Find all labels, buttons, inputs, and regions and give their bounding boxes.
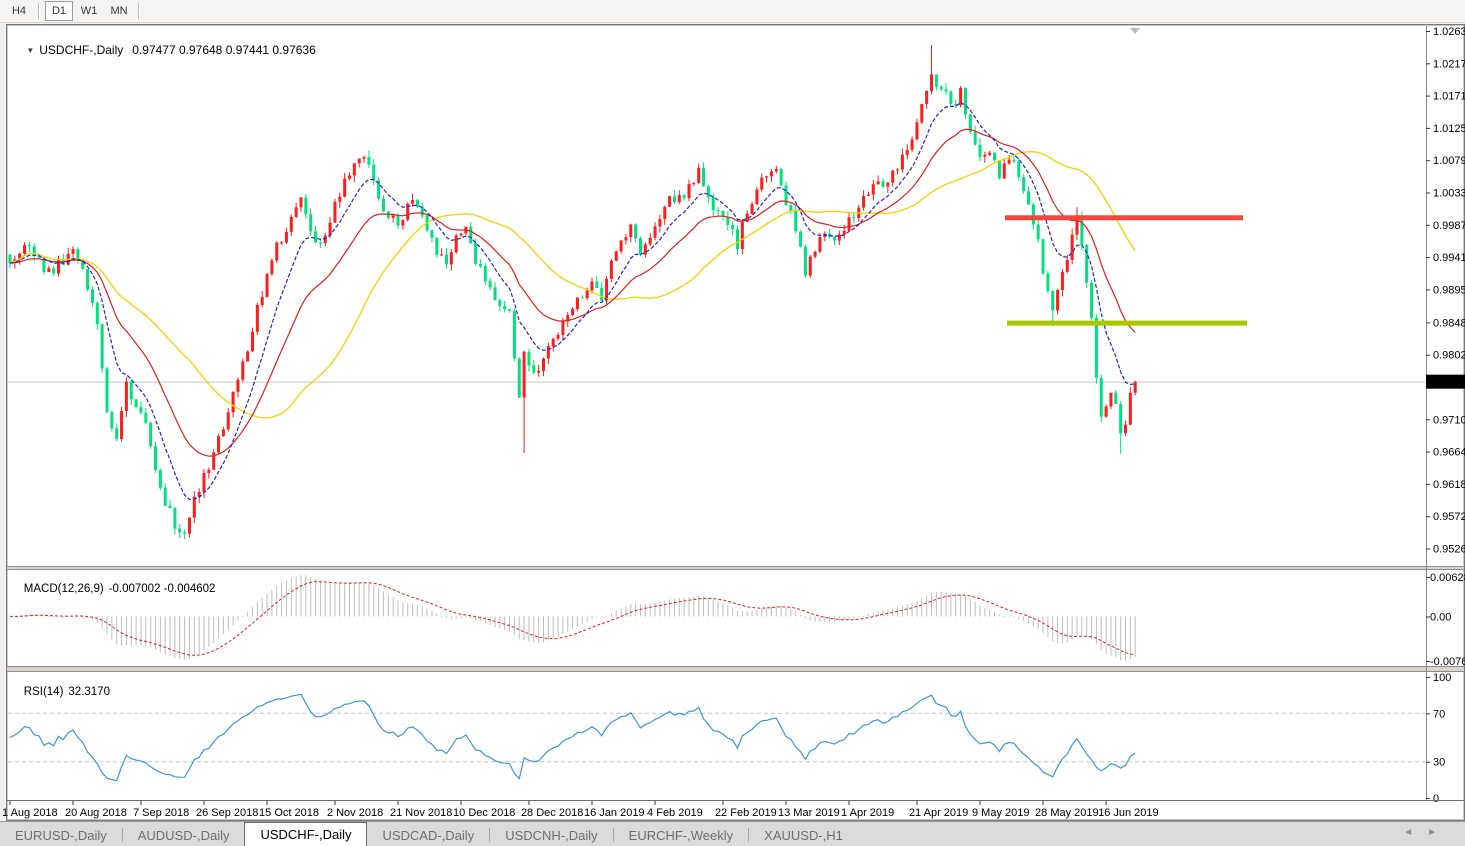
macd-values: -0.007002 -0.004602 — [108, 583, 216, 595]
chart-tab-audusd-daily[interactable]: AUDUSD-,Daily — [137, 828, 230, 843]
macd-histogram — [9, 575, 1136, 661]
date-axis-label: 1 Apr 2019 — [841, 807, 894, 819]
resistance-line[interactable] — [1005, 215, 1243, 221]
rsi-axis-label: 100 — [1433, 672, 1451, 684]
rsi-axis-label: 70 — [1433, 708, 1445, 720]
date-axis-label: 13 Mar 2019 — [778, 807, 840, 819]
date-axis-label: 10 Dec 2018 — [453, 807, 515, 819]
date-axis-label: 20 Aug 2018 — [65, 807, 127, 819]
macd-panel — [9, 575, 1136, 661]
price-axis-label: 1.02630 — [1433, 26, 1465, 38]
chart-title: ▼ USDCHF-,Daily 0.97477 0.97648 0.97441 0.… — [13, 29, 316, 71]
chart-tab-usdcnh-daily[interactable]: USDCNH-,Daily — [505, 828, 598, 843]
symbol-dropdown-icon[interactable]: ▼ — [26, 46, 35, 55]
macd-name: MACD(12,26,9) — [23, 583, 104, 595]
date-axis-label: 2 Nov 2018 — [327, 807, 383, 819]
tab-separator — [489, 828, 491, 842]
date-axis-label: 28 May 2019 — [1035, 807, 1099, 819]
date-axis[interactable]: 1 Aug 2018 20 Aug 2018 7 Sep 2018 26 Sep 20… — [2, 800, 1464, 820]
date-axis-label: 4 Feb 2019 — [647, 807, 703, 819]
tab-scroll-left-icon[interactable]: ◄ — [1403, 827, 1428, 838]
rsi-axis-label: 0 — [1433, 793, 1439, 805]
macd-axis-label: -0.007635 — [1430, 656, 1465, 668]
date-axis-label: 1 Aug 2018 — [2, 807, 58, 819]
price-panel — [8, 28, 1425, 540]
date-axis-label: 9 May 2019 — [972, 807, 1029, 819]
chart-tab-eurchf-weekly[interactable]: EURCHF-,Weekly — [628, 828, 734, 843]
panel-separator[interactable] — [7, 566, 1464, 570]
date-axis-label: 21 Nov 2018 — [390, 807, 452, 819]
chart-tab-eurusd-daily[interactable]: EURUSD-,Daily — [15, 828, 107, 843]
chart-tab-usdcad-daily[interactable]: USDCAD-,Daily — [382, 828, 475, 843]
chart-window-frame — [6, 24, 1465, 821]
current-price-badge — [1426, 374, 1465, 389]
macd-signal-line — [10, 581, 1136, 656]
macd-axis-label: 0.00 — [1430, 611, 1451, 623]
date-axis-label: 16 Jun 2019 — [1098, 807, 1159, 819]
tab-separator — [612, 828, 614, 842]
macd-label: MACD(12,26,9) -0.007002 -0.004602 — [11, 571, 216, 607]
tab-separator — [748, 828, 750, 842]
rsi-line — [9, 693, 1136, 782]
timeframe-button-h4[interactable]: H4 — [11, 5, 27, 17]
rsi-axis-label: 30 — [1433, 757, 1445, 769]
date-axis-label: 21 Apr 2019 — [909, 807, 968, 819]
price-axis[interactable]: 1.02630 1.02170 1.01710 1.01250 1.00790 1.003… — [1426, 26, 1465, 805]
price-axis-label: 1.02170 — [1433, 58, 1465, 70]
rsi-name: RSI(14) — [23, 686, 64, 698]
rsi-value: 32.3170 — [68, 686, 110, 698]
support-line[interactable] — [1007, 320, 1247, 326]
macd-axis-label: 0.006286 — [1430, 572, 1465, 584]
chart-shift-marker-icon[interactable] — [1130, 28, 1140, 34]
toolbar-separator — [38, 3, 40, 19]
price-axis-label: 1.00790 — [1433, 155, 1465, 167]
chart-tab-usdchf-daily[interactable]: USDCHF-,Daily — [244, 822, 368, 846]
price-axis-label: 1.01710 — [1433, 91, 1465, 103]
rsi-label: RSI(14) 32.3170 — [11, 674, 110, 710]
timeframe-button-d1[interactable]: D1 — [45, 1, 73, 21]
date-axis-label: 7 Sep 2018 — [133, 807, 189, 819]
ma-fast-line — [9, 101, 1136, 501]
rsi-panel — [8, 693, 1425, 782]
toolbar-separator — [138, 3, 140, 19]
price-axis-label: 1.01250 — [1433, 123, 1465, 135]
timeframe-toolbar: H4 D1 W1 MN — [0, 0, 1465, 23]
timeframe-button-w1[interactable]: W1 — [80, 5, 98, 17]
panel-separator[interactable] — [7, 666, 1464, 672]
ma-mid-line — [9, 128, 1136, 457]
ma-slow-line — [9, 150, 1136, 419]
tab-scroll-right-icon[interactable]: ► — [1427, 827, 1451, 838]
timeframe-button-mn[interactable]: MN — [110, 5, 128, 17]
chart-tab-xauusd-h1[interactable]: XAUUSD-,H1 — [764, 828, 843, 843]
date-axis-label: 22 Feb 2019 — [715, 807, 777, 819]
chart-tab-bar: EURUSD-,Daily AUDUSD-,Daily USDCHF-,Daily U… — [0, 821, 1465, 846]
date-axis-label: 16 Jan 2019 — [584, 807, 645, 819]
tab-separator — [121, 828, 123, 842]
current-price-label: 0.97636 — [1429, 377, 1465, 389]
date-axis-label: 15 Oct 2018 — [259, 807, 319, 819]
date-axis-label: 26 Sep 2018 — [196, 807, 258, 819]
date-axis-label: 28 Dec 2018 — [521, 807, 583, 819]
symbol-name: USDCHF-,Daily — [39, 43, 124, 57]
ohlc-values: 0.97477 0.97648 0.97441 0.97636 — [132, 43, 316, 57]
tab-scroll-arrows[interactable]: ◄► — [1403, 827, 1451, 838]
